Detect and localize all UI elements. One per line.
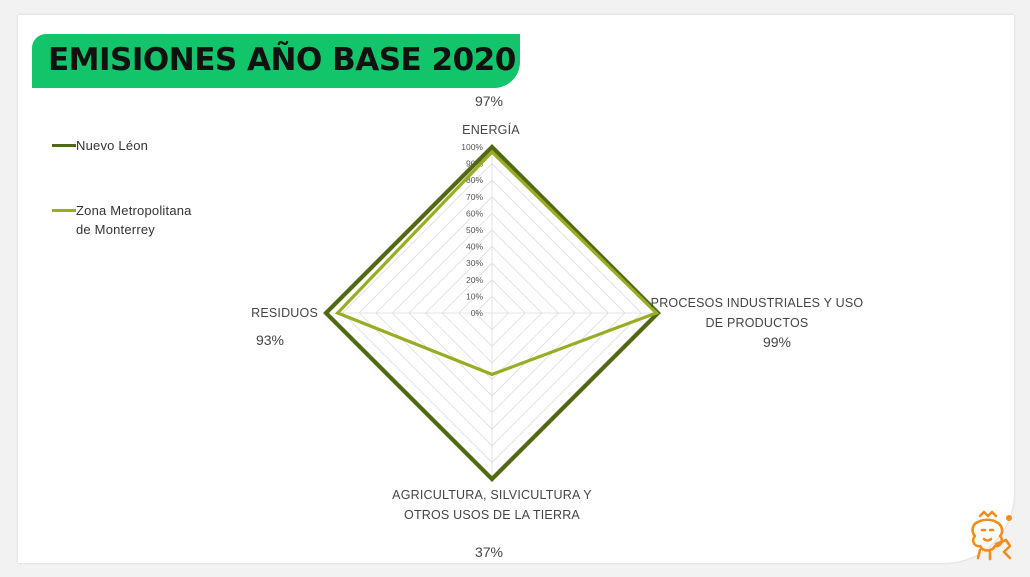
radial-tick-label: 100% — [461, 142, 483, 152]
data-point — [490, 477, 494, 481]
legend-label-nuevo-leon: Nuevo Léon — [76, 138, 149, 153]
radial-tick-label: 70% — [466, 192, 483, 202]
title-banner — [32, 34, 520, 88]
axis-label: ENERGÍA — [462, 122, 520, 137]
legend-swatch-zona-metropolitana — [52, 209, 76, 212]
data-point — [336, 311, 340, 315]
category-percentage: 93% — [256, 332, 284, 348]
data-point — [490, 150, 494, 154]
logo-dot — [1006, 515, 1012, 521]
legend-item-zona-metropolitana: Zona Metropolitana de Monterrey — [52, 201, 192, 239]
radial-tick-label: 10% — [466, 291, 483, 301]
data-point — [490, 145, 494, 149]
axis-label: OTROS USOS DE LA TIERRA — [404, 508, 580, 522]
legend-label-zona-metropolitana: Zona Metropolitana de Monterrey — [76, 203, 192, 237]
axis-label: RESIDUOS — [251, 306, 318, 320]
axis-label: PROCESOS INDUSTRIALES Y USO — [651, 296, 864, 310]
legend-swatch-nuevo-leon — [52, 144, 76, 147]
radial-tick-label: 60% — [466, 208, 483, 218]
radial-tick-label: 0% — [471, 308, 484, 318]
data-point — [654, 311, 658, 315]
radial-tick-label: 80% — [466, 175, 483, 185]
slide-title: EMISIONES AÑO BASE 2020 — [48, 42, 516, 78]
axis-label: DE PRODUCTOS — [706, 316, 809, 330]
radial-tick-label: 30% — [466, 258, 483, 268]
data-point — [490, 372, 494, 377]
category-percentage: 99% — [763, 334, 791, 350]
data-point — [324, 311, 328, 315]
category-percentage: 37% — [475, 544, 503, 560]
slide: EMISIONES AÑO BASE 2020 — [18, 15, 1014, 563]
radial-tick-label: 20% — [466, 275, 483, 285]
legend-item-nuevo-leon: Nuevo Léon — [52, 136, 148, 155]
lion-logo-icon — [971, 510, 1012, 561]
category-percentage: 97% — [475, 93, 503, 109]
radial-tick-label: 50% — [466, 225, 483, 235]
radial-tick-label: 40% — [466, 242, 483, 252]
axis-label: AGRICULTURA, SILVICULTURA Y — [392, 488, 592, 502]
